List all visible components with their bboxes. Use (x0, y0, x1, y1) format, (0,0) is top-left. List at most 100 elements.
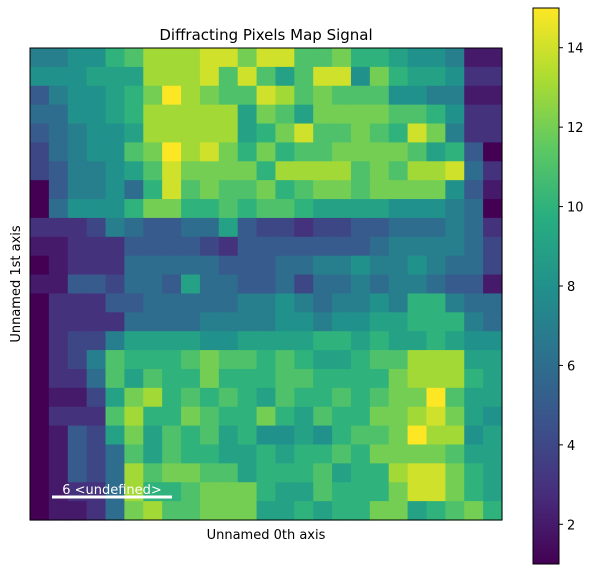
heatmap-cell (464, 104, 484, 125)
heatmap-cell (199, 66, 220, 87)
heatmap-cell (256, 406, 277, 427)
heatmap-cell (294, 387, 314, 408)
heatmap-cell (350, 425, 371, 446)
heatmap-cell (350, 406, 371, 427)
heatmap-cell (199, 161, 220, 181)
heatmap-cell (294, 368, 314, 389)
heatmap-cell (369, 312, 390, 332)
heatmap-cell (48, 255, 69, 276)
heatmap-cell (199, 482, 220, 502)
heatmap-cell (218, 312, 239, 332)
heatmap-cell (445, 463, 465, 483)
heatmap-cell (275, 66, 295, 87)
heatmap-cell (426, 350, 446, 370)
heatmap-cell (483, 350, 503, 370)
heatmap-cell (426, 387, 446, 408)
heatmap-cell (445, 387, 465, 408)
heatmap-cell (67, 293, 88, 313)
heatmap-cell (199, 48, 220, 68)
heatmap-cell (483, 236, 503, 257)
heatmap-cell (407, 142, 428, 162)
heatmap-cell (313, 48, 333, 68)
heatmap-cell (275, 255, 295, 276)
heatmap-cell (445, 236, 465, 257)
heatmap-cell (313, 501, 333, 521)
heatmap-cell (181, 482, 201, 502)
heatmap-cell (407, 406, 428, 427)
heatmap-cell (426, 142, 446, 162)
heatmap-cell (256, 255, 277, 276)
heatmap-cell (181, 368, 201, 389)
heatmap-cell (332, 293, 352, 313)
heatmap-cell (48, 501, 69, 521)
heatmap-cell (218, 368, 239, 389)
heatmap-cell (369, 123, 390, 143)
heatmap-cell (294, 85, 314, 106)
heatmap-cell (48, 180, 69, 200)
heatmap-cell (483, 85, 503, 106)
heatmap-cell (199, 331, 220, 351)
heatmap-cell (124, 501, 144, 521)
heatmap-cell (124, 142, 144, 162)
heatmap-cell (143, 293, 163, 313)
heatmap-cell (124, 255, 144, 276)
heatmap-cell (86, 425, 107, 446)
heatmap-cell (369, 161, 390, 181)
heatmap-cell (237, 255, 258, 276)
heatmap-cell (237, 123, 258, 143)
heatmap-cell (407, 123, 428, 143)
heatmap-cell (313, 236, 333, 257)
heatmap-cell (256, 501, 277, 521)
heatmap-cell (464, 501, 484, 521)
heatmap-cell (162, 444, 182, 464)
heatmap-cell (48, 104, 69, 125)
heatmap-cell (162, 387, 182, 408)
heatmap-cell (256, 312, 277, 332)
heatmap-cell (464, 66, 484, 87)
heatmap-cell (162, 312, 182, 332)
heatmap-cell (256, 293, 277, 313)
heatmap-cell (218, 142, 239, 162)
heatmap-cell (483, 501, 503, 521)
heatmap-cell (218, 331, 239, 351)
heatmap-cell (48, 236, 69, 257)
heatmap-cell (181, 180, 201, 200)
heatmap-cell (369, 199, 390, 219)
heatmap-cell (369, 482, 390, 502)
heatmap-cell (313, 293, 333, 313)
heatmap-cell (464, 463, 484, 483)
heatmap-cell (369, 142, 390, 162)
heatmap-cell (313, 331, 333, 351)
heatmap-cell (105, 236, 125, 257)
heatmap-cell (30, 236, 50, 257)
heatmap-cell (237, 501, 258, 521)
heatmap-cell (199, 199, 220, 219)
heatmap-cell (181, 501, 201, 521)
heatmap-cell (124, 85, 144, 106)
heatmap-cell (464, 85, 484, 106)
heatmap-cell (67, 331, 88, 351)
heatmap-cell (124, 331, 144, 351)
heatmap-cell (199, 463, 220, 483)
heatmap-cell (294, 199, 314, 219)
heatmap-cell (313, 312, 333, 332)
heatmap-cell (181, 274, 201, 295)
heatmap-cell (86, 350, 107, 370)
heatmap-cell (445, 425, 465, 446)
heatmap-cell (369, 350, 390, 370)
heatmap-cell (275, 482, 295, 502)
heatmap-cell (350, 444, 371, 464)
heatmap-cell (105, 463, 125, 483)
heatmap-cell (86, 123, 107, 143)
heatmap-cell (143, 236, 163, 257)
heatmap-cell (162, 331, 182, 351)
heatmap-cell (218, 463, 239, 483)
x-axis-label: Unnamed 0th axis (207, 528, 326, 543)
heatmap-cell (445, 66, 465, 87)
colorbar-tick-label: 4 (567, 439, 575, 454)
heatmap-cell (407, 331, 428, 351)
heatmap-cell (237, 85, 258, 106)
heatmap-cell (105, 66, 125, 87)
heatmap-cell (275, 48, 295, 68)
heatmap-cell (275, 123, 295, 143)
